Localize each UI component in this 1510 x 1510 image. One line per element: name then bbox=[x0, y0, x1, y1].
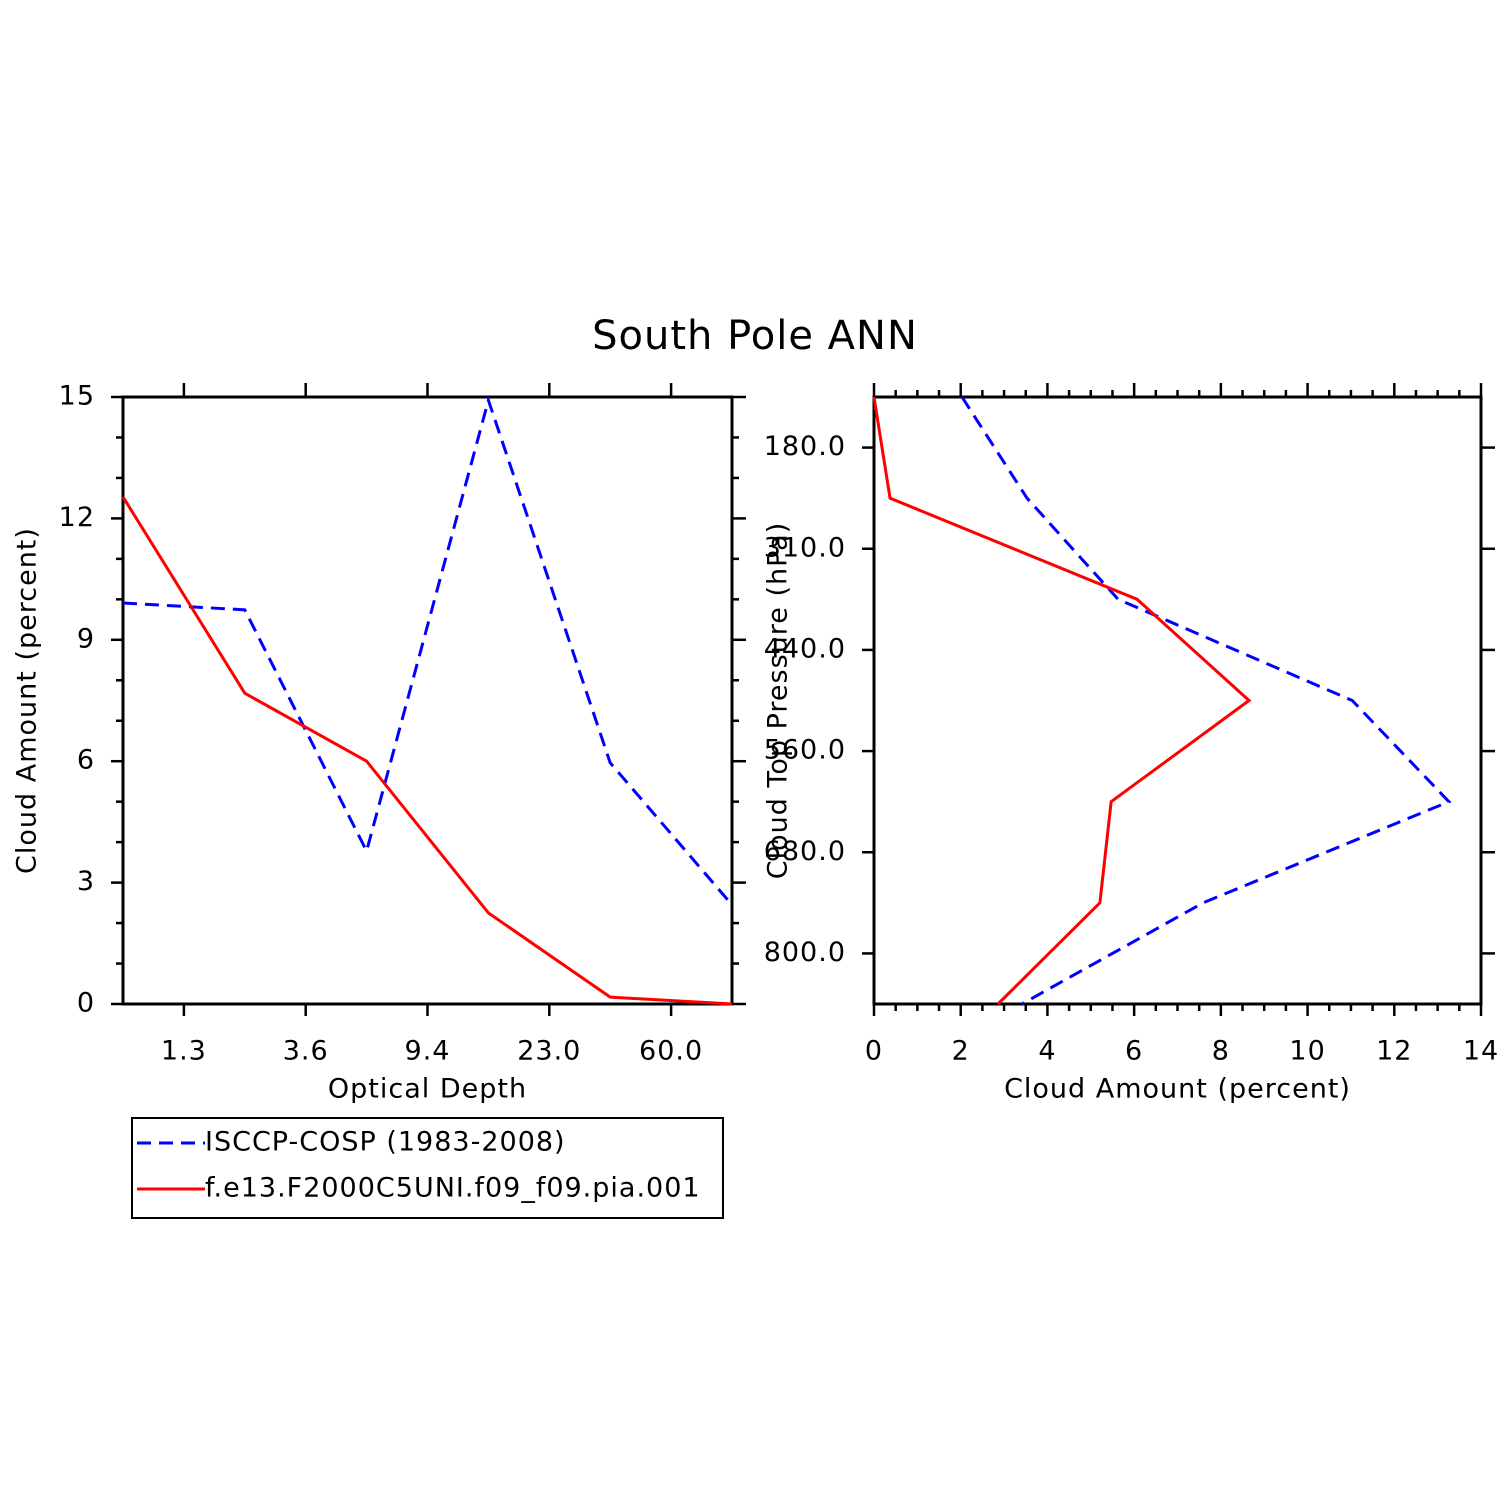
x-tick-label: 60.0 bbox=[639, 1036, 703, 1067]
legend-box bbox=[131, 1117, 724, 1219]
series-line bbox=[960, 396, 1452, 1006]
x-tick-label: 9.4 bbox=[405, 1036, 451, 1067]
series-line bbox=[122, 395, 734, 906]
y-tick-label: 680.0 bbox=[764, 836, 846, 867]
y-tick-label: 12 bbox=[59, 502, 95, 533]
x-tick-label: 3.6 bbox=[283, 1036, 329, 1067]
y-tick-label: 0 bbox=[77, 988, 95, 1019]
x-tick-label: 12 bbox=[1376, 1036, 1412, 1067]
x-tick-label: 23.0 bbox=[517, 1036, 581, 1067]
x-tick-label: 6 bbox=[1125, 1036, 1143, 1067]
y-tick-label: 310.0 bbox=[764, 532, 846, 563]
y-tick-label: 440.0 bbox=[764, 633, 846, 664]
y-axis-label: Cloud Amount (percent) bbox=[12, 527, 43, 874]
y-tick-label: 560.0 bbox=[764, 735, 846, 766]
y-tick-label: 800.0 bbox=[764, 937, 846, 968]
x-tick-label: 4 bbox=[1038, 1036, 1056, 1067]
legend-label: f.e13.F2000C5UNI.f09_f09.pia.001 bbox=[205, 1173, 701, 1204]
y-tick-label: 6 bbox=[77, 745, 95, 776]
x-tick-label: 2 bbox=[952, 1036, 970, 1067]
plot-frame bbox=[872, 395, 1483, 1006]
x-tick-label: 1.3 bbox=[161, 1036, 207, 1067]
y-tick-label: 3 bbox=[77, 866, 95, 897]
plot-frame bbox=[121, 395, 734, 1006]
y-axis-label: Cloud Top Pressure (hPa) bbox=[763, 522, 794, 880]
legend-label: ISCCP-COSP (1983-2008) bbox=[205, 1127, 566, 1158]
y-tick-label: 15 bbox=[59, 381, 95, 412]
x-tick-label: 10 bbox=[1289, 1036, 1325, 1067]
y-tick-label: 180.0 bbox=[764, 431, 846, 462]
x-tick-label: 14 bbox=[1463, 1036, 1499, 1067]
series-line bbox=[872, 396, 1252, 1006]
x-axis-label: Cloud Amount (percent) bbox=[1004, 1074, 1351, 1105]
x-axis-label: Optical Depth bbox=[328, 1074, 527, 1105]
x-tick-label: 8 bbox=[1212, 1036, 1230, 1067]
x-tick-label: 0 bbox=[865, 1036, 883, 1067]
y-tick-label: 9 bbox=[77, 623, 95, 654]
figure-title: South Pole ANN bbox=[592, 313, 918, 359]
series-line bbox=[121, 496, 733, 1006]
